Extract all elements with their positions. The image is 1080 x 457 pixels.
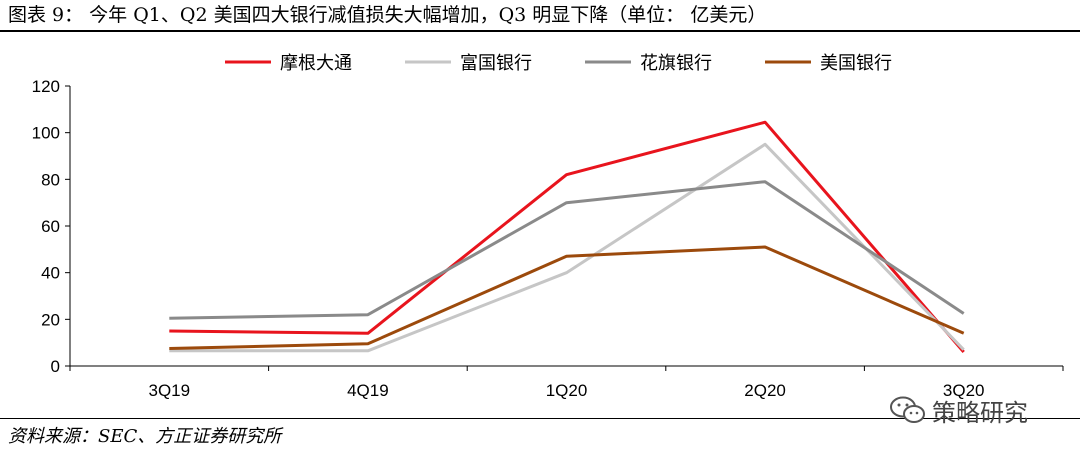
- legend-label: 摩根大通: [280, 53, 352, 74]
- source-note: 资料来源：SEC、方正证券研究所: [8, 426, 282, 447]
- y-tick-label: 120: [32, 77, 60, 96]
- x-tick-label: 4Q19: [347, 381, 389, 400]
- y-tick-label: 100: [32, 124, 60, 143]
- bottom-rule: [0, 418, 1080, 419]
- series-lines: [169, 120, 965, 353]
- series-line-3: [169, 180, 965, 320]
- x-tick-label: 3Q20: [943, 381, 985, 400]
- y-tick-label: 0: [51, 357, 60, 376]
- y-tick-label: 40: [41, 264, 60, 283]
- y-tick-label: 80: [41, 170, 60, 189]
- x-tick-label: 3Q19: [149, 381, 191, 400]
- legend-label: 富国银行: [460, 53, 532, 74]
- top-rule: [0, 30, 1080, 32]
- legend-label: 花旗银行: [640, 53, 712, 74]
- y-axis: 0 20 40 60 80 100 120: [32, 77, 71, 376]
- legend: 摩根大通 富国银行 花旗银行 美国银行: [225, 53, 892, 74]
- line-chart: 摩根大通 富国银行 花旗银行 美国银行 0 20 40 60 80 100 120 3Q19 4Q1…: [32, 53, 1064, 400]
- watermark-text: 策略研究: [932, 398, 1028, 427]
- y-tick-label: 20: [41, 310, 60, 329]
- x-axis: 3Q19 4Q19 1Q20 2Q20 3Q20: [69, 365, 1064, 400]
- chart-title: 图表 9： 今年 Q1、Q2 美国四大银行减值损失大幅增加，Q3 明显下降（单位…: [8, 4, 767, 26]
- y-tick-label: 60: [41, 217, 60, 236]
- series-line-4: [169, 245, 965, 350]
- watermark: 策略研究: [888, 394, 1028, 427]
- wechat-icon: [890, 396, 925, 423]
- x-tick-label: 1Q20: [546, 381, 588, 400]
- series-line-1: [169, 120, 965, 353]
- x-tick-label: 2Q20: [744, 381, 786, 400]
- legend-label: 美国银行: [820, 53, 892, 74]
- series-line-2: [169, 142, 965, 353]
